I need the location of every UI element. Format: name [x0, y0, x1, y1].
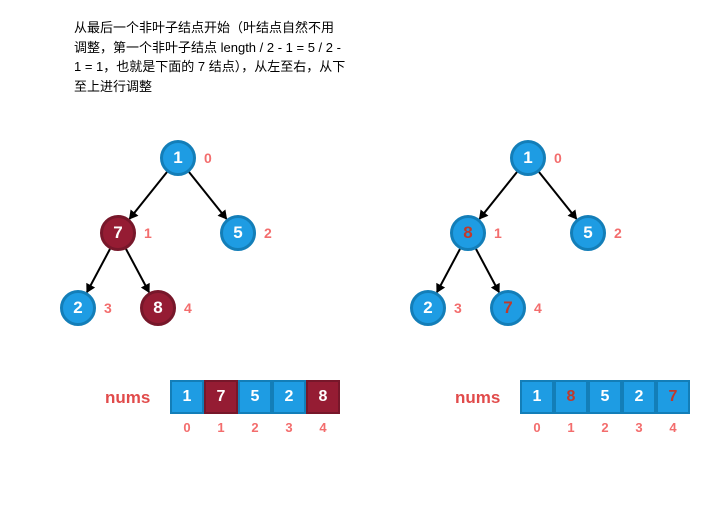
- node-index: 4: [534, 300, 542, 316]
- node-index: 0: [204, 150, 212, 166]
- nums-label: nums: [105, 388, 150, 408]
- edge: [188, 171, 227, 219]
- array-indices: 01234: [170, 420, 340, 435]
- edge: [538, 171, 577, 219]
- array-cell: 7: [204, 380, 238, 414]
- array-cell: 2: [272, 380, 306, 414]
- tree-node: 7: [490, 290, 526, 326]
- array-index: 0: [520, 420, 554, 435]
- node-index: 3: [104, 300, 112, 316]
- array-cell: 7: [656, 380, 690, 414]
- tree-node: 7: [100, 215, 136, 251]
- tree-node: 5: [570, 215, 606, 251]
- array-cell: 1: [170, 380, 204, 414]
- array-index: 0: [170, 420, 204, 435]
- node-index: 2: [264, 225, 272, 241]
- array-index: 1: [204, 420, 238, 435]
- tree-node: 5: [220, 215, 256, 251]
- array-cell: 5: [588, 380, 622, 414]
- array-indices: 01234: [520, 420, 690, 435]
- nums-array: 17528: [170, 380, 340, 414]
- array-cell: 2: [622, 380, 656, 414]
- node-index: 3: [454, 300, 462, 316]
- array-cell: 8: [554, 380, 588, 414]
- edge: [86, 248, 111, 292]
- array-index: 2: [588, 420, 622, 435]
- caption-text: 从最后一个非叶子结点开始（叶结点自然不用调整，第一个非叶子结点 length /…: [74, 18, 346, 96]
- tree-node: 2: [410, 290, 446, 326]
- tree-node: 2: [60, 290, 96, 326]
- edge: [476, 248, 501, 292]
- array-cell: 8: [306, 380, 340, 414]
- edge: [436, 248, 461, 292]
- node-index: 0: [554, 150, 562, 166]
- array-index: 4: [656, 420, 690, 435]
- array-cell: 1: [520, 380, 554, 414]
- array-cell: 5: [238, 380, 272, 414]
- tree-node: 1: [510, 140, 546, 176]
- node-index: 2: [614, 225, 622, 241]
- tree-node: 8: [140, 290, 176, 326]
- tree-node: 1: [160, 140, 196, 176]
- array-index: 3: [622, 420, 656, 435]
- edge: [126, 248, 151, 292]
- edge: [128, 171, 167, 219]
- node-index: 4: [184, 300, 192, 316]
- array-index: 3: [272, 420, 306, 435]
- nums-array: 18527: [520, 380, 690, 414]
- edge: [478, 171, 517, 219]
- tree-node: 8: [450, 215, 486, 251]
- array-index: 1: [554, 420, 588, 435]
- node-index: 1: [144, 225, 152, 241]
- array-index: 4: [306, 420, 340, 435]
- array-index: 2: [238, 420, 272, 435]
- node-index: 1: [494, 225, 502, 241]
- nums-label: nums: [455, 388, 500, 408]
